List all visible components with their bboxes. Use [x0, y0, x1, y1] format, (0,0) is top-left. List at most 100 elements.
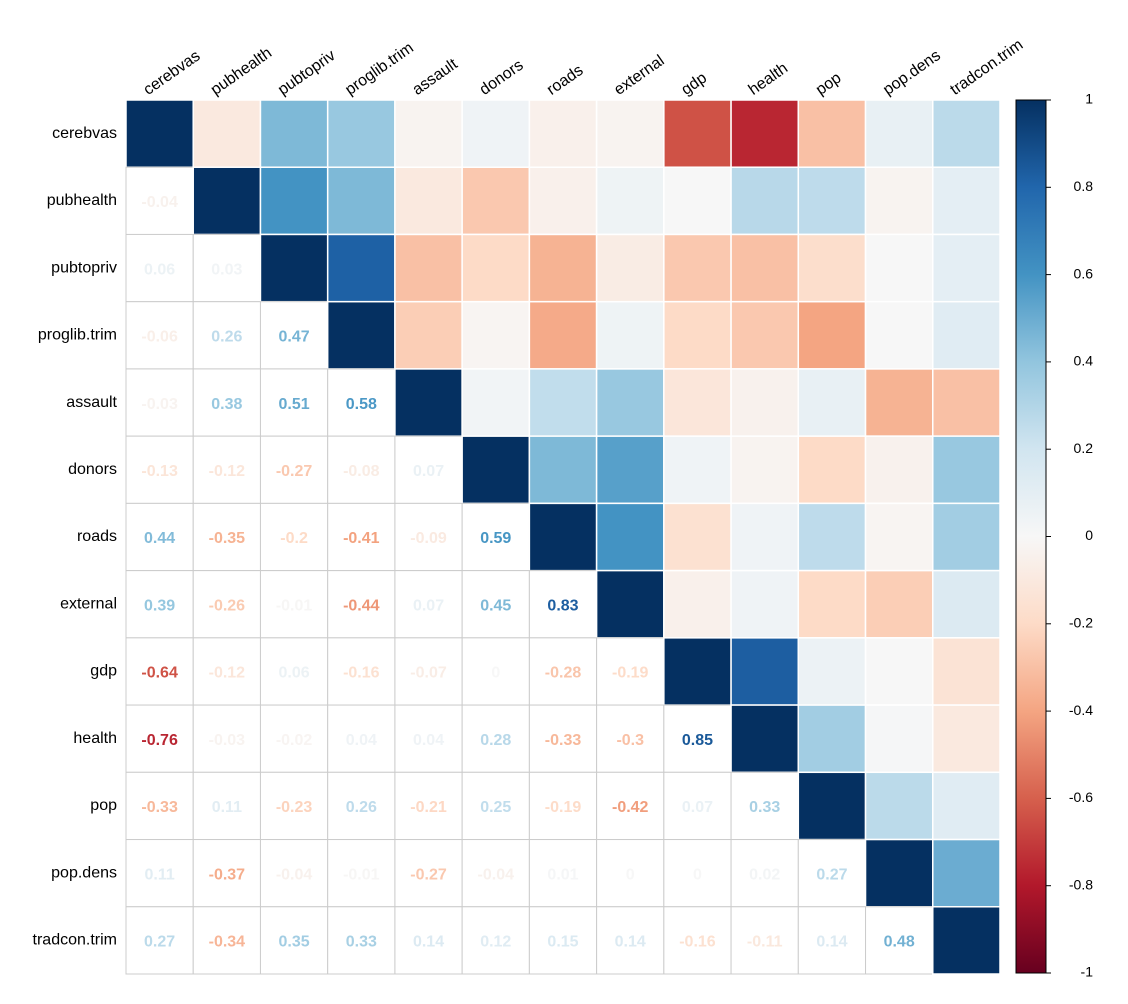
- heat-cell: [864, 435, 934, 505]
- heat-cell: [797, 704, 867, 774]
- heat-cell: [663, 300, 732, 370]
- cell-background: [461, 771, 530, 841]
- column-label: pubhealth: [208, 44, 275, 98]
- cell-value: -0.44: [343, 597, 380, 614]
- heat-cell: [595, 569, 665, 639]
- colorbar-tick-label: -1: [1081, 964, 1094, 980]
- heat-cell: [730, 233, 800, 303]
- cell-value: 0.11: [144, 866, 174, 883]
- heat-cell: [528, 435, 598, 505]
- colorbar-tick-label: -0.8: [1069, 876, 1093, 892]
- cell-value: 0.39: [144, 597, 175, 614]
- heat-cell: [932, 906, 1001, 975]
- heat-cell: [797, 569, 867, 639]
- heat-cell: [595, 502, 665, 572]
- column-label: proglib.trim: [342, 39, 417, 98]
- heat-cell: [932, 838, 1001, 908]
- cell-value: -0.07: [410, 665, 447, 682]
- cell-value: 0.12: [480, 934, 511, 951]
- cell-value: -0.37: [209, 866, 246, 883]
- cell-value: 0.47: [279, 329, 310, 346]
- heat-cell: [797, 166, 867, 236]
- cell-value: 0.27: [816, 866, 847, 883]
- heat-cell: [326, 166, 396, 236]
- cell-value: -0.06: [141, 329, 178, 346]
- cell-value: -0.41: [343, 530, 380, 547]
- cell-background: [125, 233, 194, 303]
- cell-value: 0.25: [480, 799, 511, 816]
- cell-background: [663, 839, 732, 908]
- colorbar-tick-label: -0.4: [1069, 702, 1093, 718]
- heat-cell: [797, 771, 867, 841]
- heat-cell: [864, 569, 934, 639]
- column-label: donors: [477, 57, 527, 99]
- cell-value: 0.26: [346, 799, 377, 816]
- heat-cell: [730, 166, 800, 236]
- heat-cell: [461, 233, 531, 303]
- row-label: health: [73, 730, 117, 747]
- heat-cell: [595, 300, 665, 370]
- cell-value: -0.35: [209, 530, 246, 547]
- heat-cell: [932, 569, 1001, 639]
- cell-background: [192, 502, 261, 572]
- cell-value: 0.27: [144, 934, 175, 951]
- cell-background: [327, 368, 396, 437]
- cell-background: [125, 502, 194, 572]
- heat-cell: [730, 300, 800, 370]
- cell-value: -0.19: [612, 665, 649, 682]
- heat-cell: [326, 300, 396, 370]
- heat-cell: [932, 300, 1001, 370]
- heat-cell: [864, 166, 934, 236]
- heat-cell: [192, 166, 262, 236]
- cell-value: -0.03: [141, 396, 178, 413]
- cell-value: -0.64: [141, 665, 178, 682]
- heat-cell: [125, 99, 194, 168]
- cell-value: 0.26: [211, 329, 242, 346]
- heat-cell: [326, 233, 396, 303]
- heat-cell: [730, 368, 800, 437]
- heat-cell: [932, 771, 1001, 841]
- cell-value: 0.45: [480, 597, 511, 614]
- cell-background: [259, 502, 329, 572]
- row-label: donors: [68, 461, 117, 478]
- heat-cell: [595, 166, 665, 236]
- colorbar-tick-label: 0.2: [1074, 440, 1094, 456]
- cell-value: -0.27: [276, 463, 313, 480]
- cell-value: 0.48: [884, 934, 915, 951]
- cell-value: 0.07: [682, 799, 713, 816]
- column-label: assault: [410, 55, 462, 98]
- cell-background: [730, 771, 799, 841]
- cell-background: [259, 906, 329, 975]
- heat-cell: [797, 637, 867, 706]
- cell-value: 0.11: [212, 799, 242, 816]
- heat-cell: [192, 99, 262, 168]
- heat-cell: [394, 233, 463, 303]
- cell-value: -0.16: [679, 934, 716, 951]
- heat-cell: [528, 300, 598, 370]
- cell-value: -0.11: [747, 934, 783, 951]
- heat-cell: [730, 435, 800, 505]
- cell-background: [125, 570, 194, 639]
- cell-background: [528, 906, 598, 975]
- cell-background: [125, 906, 194, 975]
- cell-value: 0.03: [211, 261, 242, 278]
- cell-background: [327, 502, 396, 572]
- cell-background: [192, 435, 261, 504]
- cell-value: 0: [693, 866, 702, 883]
- cell-background: [125, 166, 194, 235]
- colorbar-tick-label: 0.8: [1074, 178, 1094, 194]
- heat-cell: [932, 637, 1001, 706]
- colorbar-tick-label: -0.2: [1069, 615, 1093, 631]
- heat-cell: [864, 99, 934, 168]
- heat-cell: [595, 233, 665, 303]
- heat-cell: [663, 502, 732, 572]
- cell-background: [125, 839, 194, 908]
- cell-value: 0.44: [144, 530, 175, 547]
- heat-cell: [932, 704, 1001, 774]
- heat-cell: [394, 99, 463, 168]
- cell-value: -0.12: [209, 463, 246, 480]
- cell-background: [394, 771, 463, 841]
- heat-cell: [461, 435, 531, 505]
- heat-cell: [595, 99, 665, 168]
- cell-background: [192, 233, 261, 303]
